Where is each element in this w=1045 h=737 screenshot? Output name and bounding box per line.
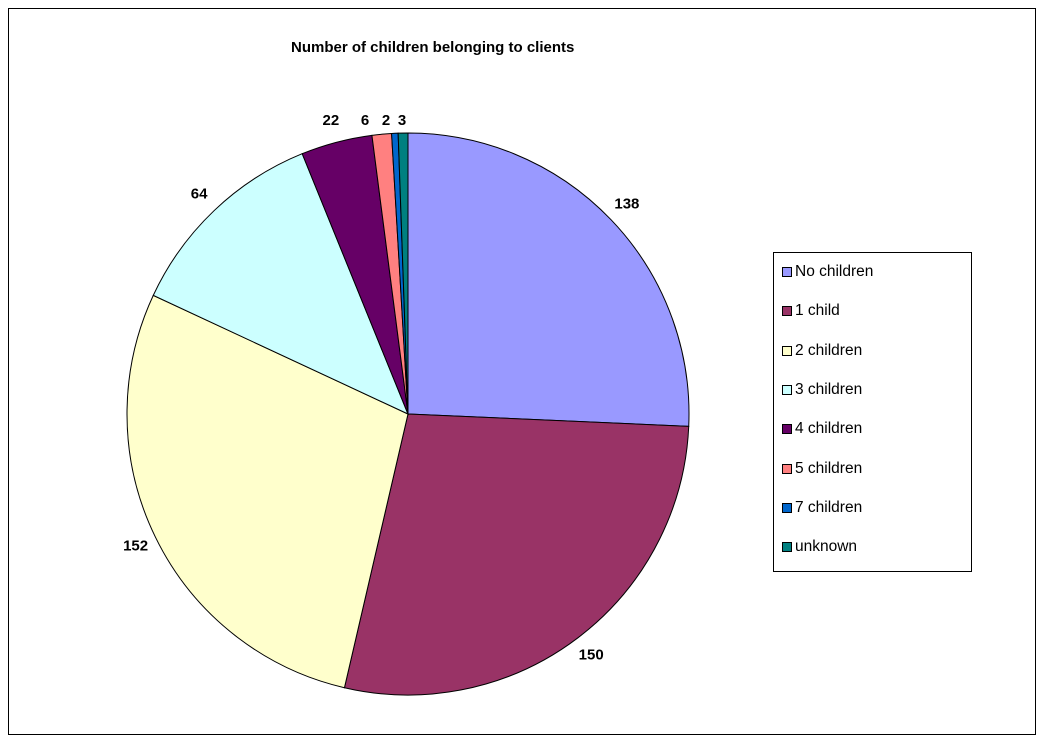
legend-item-7-children: 7 children [782,498,862,518]
data-label-2-children: 152 [123,538,148,555]
pie-slice-no-children [407,132,690,427]
legend-swatch [782,463,792,474]
legend-item-no-children: No children [782,262,873,282]
legend-item-2-children: 2 children [782,341,862,361]
legend-label: 7 children [795,498,863,516]
pie-slice-3-children [152,153,409,415]
data-label-3-children: 64 [191,185,208,202]
legend-swatch [782,306,792,317]
legend-swatch [782,267,792,277]
legend-label: No children [795,263,874,280]
legend-item-3-children: 3 children [782,380,862,400]
legend-swatch [782,424,792,435]
chart-title: Number of children belonging to clients [291,39,575,56]
data-label-5-children: 6 [361,112,369,129]
legend-item-unknown: unknown [782,537,857,557]
pie-slice-2-children [126,294,409,689]
data-label-4-children: 22 [323,112,340,129]
pie-slice-1-child [343,413,690,696]
legend-item-4-children: 4 children [782,419,862,439]
legend-item-5-children: 5 children [782,459,862,479]
legend-swatch [782,542,792,553]
pie-slice-unknown [397,132,409,415]
legend-label: 4 children [795,420,863,438]
data-label-no-children: 138 [614,195,639,212]
data-label-1-child: 150 [579,646,604,663]
legend-swatch [782,384,792,395]
legend-label: unknown [795,538,858,556]
chart-legend: No children 1 child 2 children 3 children 4 … [773,252,972,572]
data-label-unknown: 3 [398,112,406,129]
legend-label: 1 child [795,302,840,320]
legend-item-1-child: 1 child [782,301,840,321]
legend-label: 2 children [795,341,863,359]
legend-swatch [782,345,792,356]
legend-swatch [782,502,792,513]
legend-label: 3 children [795,380,863,398]
data-label-7-children: 2 [382,112,390,129]
legend-label: 5 children [795,459,863,477]
